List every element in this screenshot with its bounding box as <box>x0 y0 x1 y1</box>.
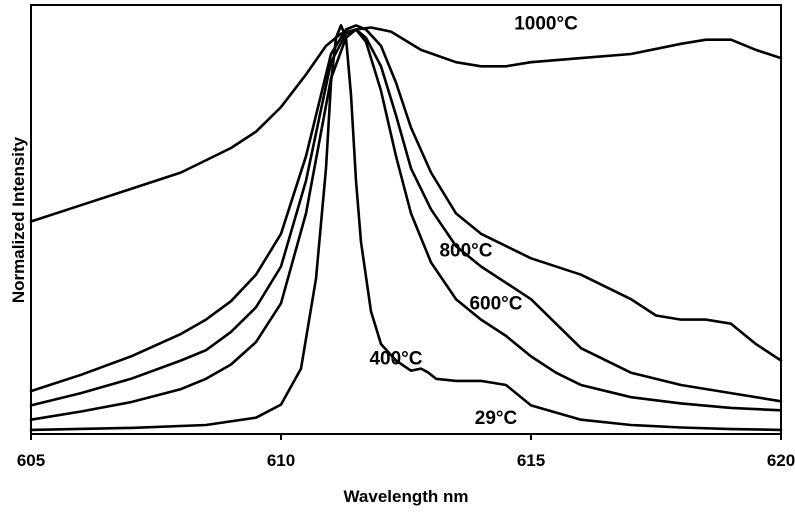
x-tick-label-1: 610 <box>267 451 295 470</box>
series-label-0: 29°C <box>475 408 518 429</box>
x-tick-layer: 605 610 615 620 <box>17 434 795 470</box>
plot-frame <box>30 4 782 435</box>
x-tick-label-3: 620 <box>767 451 795 470</box>
series-line-3 <box>29 24 783 393</box>
series-label-3: 800°C <box>439 240 492 261</box>
series-line-0 <box>29 24 783 432</box>
y-axis-title: Normalized Intensity <box>9 136 28 303</box>
series-label-4: 1000°C <box>514 14 578 35</box>
x-axis-title: Wavelength nm <box>344 487 469 506</box>
series-label-2: 600°C <box>469 293 522 314</box>
series-line-2 <box>29 28 783 407</box>
series-label-1: 400°C <box>369 349 422 370</box>
series-line-1 <box>29 28 783 421</box>
series-layer <box>29 24 783 432</box>
series-line-4 <box>29 26 783 223</box>
x-tick-label-2: 615 <box>517 451 545 470</box>
x-tick-label-0: 605 <box>17 451 45 470</box>
series-label-layer: 29°C 400°C 600°C 800°C 1000°C <box>369 14 578 429</box>
